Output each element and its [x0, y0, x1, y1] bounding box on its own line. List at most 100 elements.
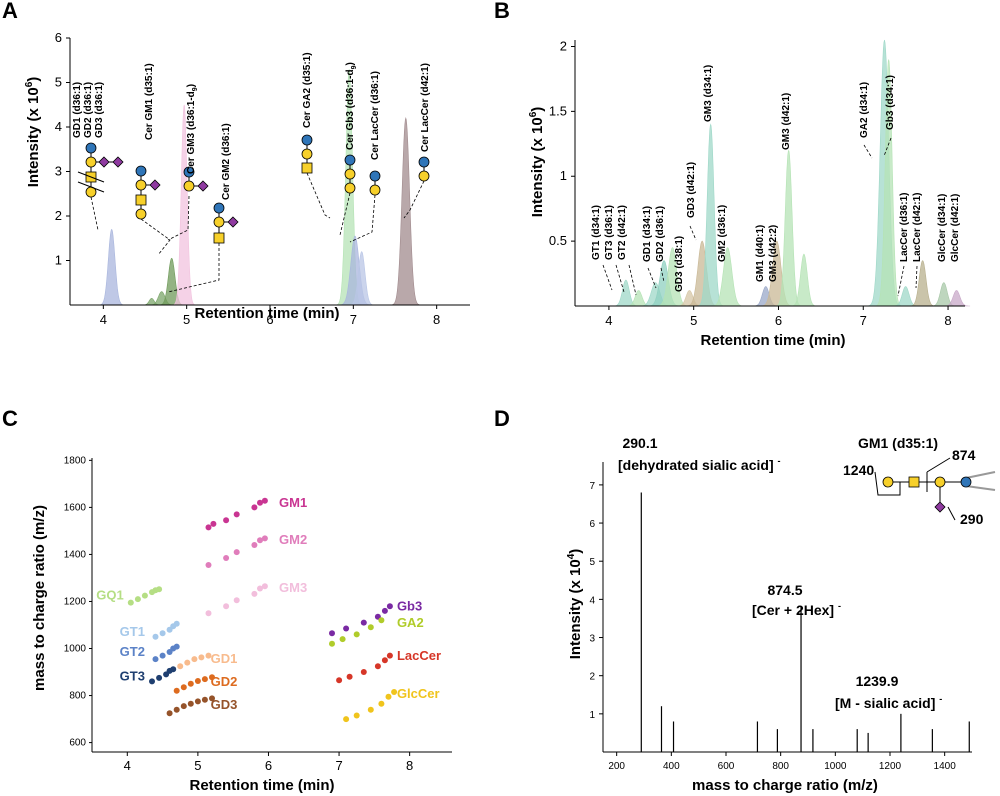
- panel-c-point-GD1-1: [184, 659, 191, 666]
- panel-d-y-tick-label-4: 5: [589, 557, 595, 568]
- panel-a-y-tick-label-2: 3: [55, 164, 62, 179]
- panel-d-x-tick-label-3: 800: [772, 761, 789, 772]
- panel-c-point-GQ1-2: [141, 592, 148, 599]
- panel-letter-b: B: [494, 0, 510, 23]
- galactose-circle-icon: [135, 179, 147, 191]
- galactose-circle-icon: [418, 170, 430, 182]
- panel-d-annotation-value-2: 1239.9: [856, 673, 899, 689]
- panel-b-peak-label-3: GD1 (d34:1): [642, 206, 653, 262]
- galactose-circle-icon: [369, 184, 381, 196]
- panel-d-x-tick-label-0: 200: [608, 761, 625, 772]
- panel-a-leader-lines: [90, 172, 425, 293]
- panel-c-series-label-GD3: GD3: [211, 697, 238, 712]
- panel-c-point-GM2-4: [257, 537, 263, 544]
- panel-c-point-GA2-3: [367, 624, 374, 631]
- panel-a-leader-line-1: [140, 218, 171, 256]
- panel-b-x-tick-label-2: 6: [775, 313, 782, 328]
- panel-b-peak-label-11: GM3 (d42:1): [781, 93, 792, 150]
- glucose-circle-icon: [418, 156, 430, 168]
- panel-a-leader-line-7: [403, 180, 425, 219]
- panel-b-leader-line-0: [602, 264, 613, 291]
- glycan-cut-mark: [77, 181, 105, 193]
- panel-a-y-tick-label-5: 6: [55, 30, 62, 45]
- panel-c-y-axis-title: mass to charge ratio (m/z): [31, 505, 48, 691]
- panel-d-annotation-value-0: 290.1: [622, 435, 657, 451]
- panel-b-peak-label-7: GM3 (d34:1): [703, 65, 714, 122]
- galnac-square-icon: [135, 194, 147, 206]
- panel-a-peak-label-2: GD3 (d36:1): [94, 82, 105, 138]
- panel-a-peak-label-8: Cer LacCer (d36:1): [370, 71, 381, 160]
- panel-c-point-GlcCer-2: [367, 706, 374, 713]
- panel-c-point-GT1-0: [152, 633, 159, 640]
- panel-c-point-Gb3-4: [381, 607, 388, 614]
- panel-c-x-tick-label-2: 6: [265, 758, 272, 773]
- panel-a-axes: 4 5 6 7 8 1 2 3 4 5 6: [55, 30, 470, 327]
- panel-c-point-GlcCer-1: [353, 712, 360, 719]
- panel-b-peak-label-5: GD3 (d38:1): [674, 236, 685, 292]
- panel-a-x-tick-label-1: 5: [183, 312, 190, 327]
- panel-c-point-GM3-3: [251, 590, 258, 597]
- panel-c-series-label-LacCer: LacCer: [397, 648, 441, 663]
- panel-c-point-GM1-4: [251, 504, 258, 511]
- panel-b-y-tick-label-1: 1: [560, 168, 567, 183]
- panel-c-point-GQ1-1: [134, 596, 141, 603]
- panel-c-series-label-GM2: GM2: [279, 532, 307, 547]
- panel-c-point-GM1-1: [210, 520, 217, 527]
- galactose-circle-icon: [85, 156, 97, 168]
- panel-b-leader-line-7: [883, 137, 892, 157]
- glucose-circle-icon: [344, 154, 356, 166]
- panel-c-x-axis-title: Retention time (min): [190, 777, 335, 794]
- sialic-acid-diamond-icon: [227, 216, 239, 228]
- panel-a-glycan-structures: [77, 134, 430, 244]
- panel-c-series-label-GT2: GT2: [120, 644, 145, 659]
- panel-a-x-tick-label-2: 6: [266, 312, 273, 327]
- panel-d-fragment-label-290: 290: [960, 511, 984, 527]
- panel-b-x-axis-title: Retention time (min): [701, 332, 846, 349]
- panel-b-peak-label-1: GT3 (d36:1): [604, 205, 615, 260]
- panel-c-point-GlcCer-4: [385, 693, 392, 700]
- panel-d-x-tick-label-5: 1200: [879, 761, 902, 772]
- panel-c-series-label-Gb3: Gb3: [397, 599, 422, 614]
- fragment-arrow-1240: [874, 471, 901, 496]
- panel-c-x-tick-label-4: 8: [406, 758, 413, 773]
- panel-b-peak-label-13: Gb3 (d34:1): [885, 75, 896, 130]
- galnac-square-icon: [213, 232, 225, 244]
- panel-c-point-GM3-0: [205, 610, 212, 617]
- glucose-circle-icon: [960, 476, 972, 488]
- panel-letter-d: D: [494, 406, 510, 431]
- panel-a-peak-label-6: Cer GA2 (d35:1): [302, 52, 313, 128]
- glucose-circle-icon: [135, 165, 147, 177]
- panel-a-peak-label-3: Cer GM1 (d35:1): [144, 63, 155, 140]
- panel-a-y-axis-title: Intensity (x 106): [24, 77, 42, 188]
- glucose-circle-icon: [213, 202, 225, 214]
- panel-c-point-GlcCer-5: [391, 689, 398, 695]
- fragment-arrow-290: [947, 506, 956, 521]
- galactose-circle-icon: [344, 168, 356, 180]
- panel-d-annotation-label-1: [Cer + 2Hex] -: [752, 601, 841, 618]
- panel-c-y-tick-label-6: 1800: [64, 455, 87, 466]
- panel-d-inset-structure: GM1 (d35:1) 874 1240 290: [843, 435, 996, 527]
- panel-c-point-GA2-4: [378, 617, 385, 624]
- panel-c-point-Gb3-5: [386, 603, 393, 610]
- panel-a-leader-line-2: [167, 195, 190, 241]
- panel-c-point-GD3-2: [180, 703, 187, 710]
- glucose-circle-icon: [369, 170, 381, 182]
- panel-d-annotations: 290.1 [dehydrated sialic acid] - 874.5 [Cer…: [618, 435, 942, 711]
- panel-a-x-tick-label-4: 8: [433, 312, 440, 327]
- panel-c-x-tick-label-0: 4: [124, 758, 131, 773]
- panel-b-peak-label-14: LacCer (d36:1): [899, 193, 910, 262]
- fragment-arrow-874: [926, 457, 951, 492]
- panel-b-peaks: [612, 39, 971, 307]
- panel-b-x-tick-label-4: 8: [944, 313, 951, 328]
- panel-c-point-GD2-3: [194, 678, 201, 684]
- panel-a-peak-8: [390, 117, 421, 306]
- panel-d-y-tick-label-6: 7: [589, 481, 595, 492]
- panel-b-x-tick-label-0: 4: [605, 313, 612, 328]
- panel-d-y-tick-label-0: 1: [589, 710, 595, 721]
- panel-a-leader-line-0: [90, 196, 99, 231]
- panel-c-point-GM3-5: [261, 583, 268, 590]
- panel-c-point-LacCer-3: [374, 663, 381, 670]
- panel-a-peak-label-9: Cer LacCer (d42:1): [420, 63, 431, 152]
- panel-d-annotation-label-2: [M - sialic acid] -: [835, 694, 942, 711]
